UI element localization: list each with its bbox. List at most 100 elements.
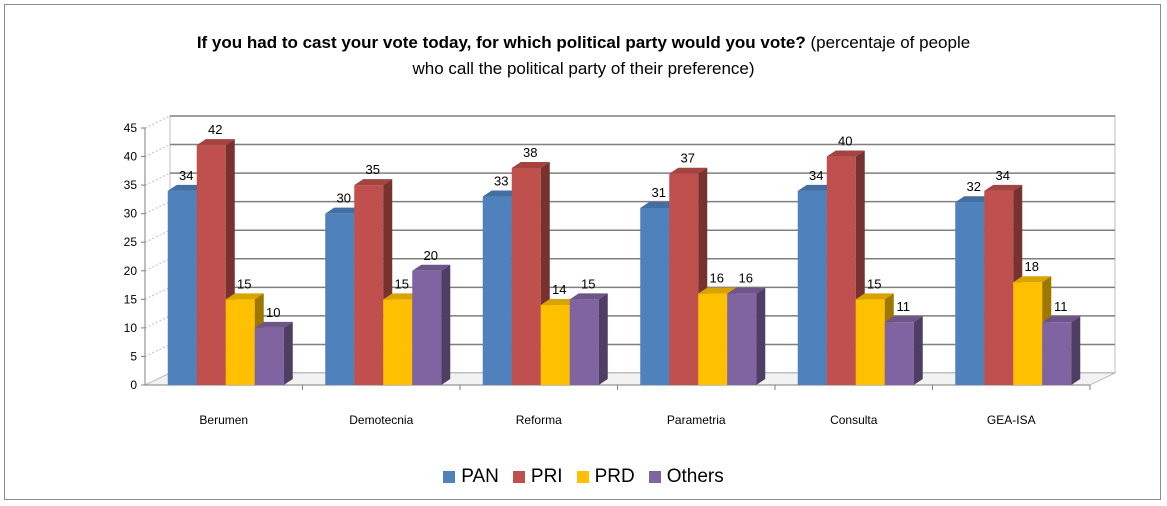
bar-top bbox=[540, 299, 579, 306]
bar-side bbox=[598, 293, 608, 385]
bar-top bbox=[955, 196, 994, 203]
bar-front bbox=[354, 185, 384, 385]
gridline-side bbox=[144, 144, 171, 158]
bar-front bbox=[955, 202, 985, 385]
bar-side bbox=[283, 321, 293, 385]
chart-title: If you had to cast your vote today, for … bbox=[0, 30, 1167, 82]
gridline-side bbox=[144, 229, 171, 243]
x-tick-label: GEA-ISA bbox=[987, 413, 1036, 427]
y-tick-label: 35 bbox=[124, 178, 138, 192]
legend-label: PRD bbox=[594, 466, 635, 487]
y-tick-label: 20 bbox=[124, 264, 138, 278]
bar-front bbox=[640, 207, 670, 385]
bar-front bbox=[797, 190, 827, 385]
legend-label: PAN bbox=[461, 466, 499, 487]
bar-others-gea-isa bbox=[1042, 316, 1081, 385]
bar-front bbox=[167, 190, 197, 385]
data-label: 31 bbox=[652, 185, 666, 200]
y-tick-label: 30 bbox=[124, 207, 138, 221]
x-tick-label: Reforma bbox=[516, 413, 562, 427]
data-label: 30 bbox=[337, 191, 351, 206]
y-tick-label: 0 bbox=[130, 378, 137, 392]
data-label: 16 bbox=[739, 271, 753, 286]
legend-swatch bbox=[443, 471, 456, 483]
gridline-side bbox=[144, 115, 171, 129]
bar-top bbox=[167, 184, 206, 191]
gridline-side bbox=[144, 258, 171, 272]
bar-top bbox=[640, 201, 679, 208]
y-tick-label: 15 bbox=[124, 292, 138, 306]
bar-top bbox=[482, 190, 521, 197]
gridline-side bbox=[144, 315, 171, 329]
bar-top bbox=[1042, 316, 1081, 323]
legend-item-pri: PRI bbox=[512, 466, 563, 488]
bar-top bbox=[196, 139, 235, 146]
data-label: 20 bbox=[424, 248, 438, 263]
data-label: 18 bbox=[1025, 259, 1039, 274]
bar-top bbox=[797, 184, 836, 191]
bar-front bbox=[540, 305, 570, 385]
bar-top bbox=[325, 207, 364, 214]
chart-title-rest: (percentaje of people bbox=[805, 33, 971, 52]
x-tick-label: Parametria bbox=[667, 413, 726, 427]
gridline-side bbox=[144, 286, 171, 300]
legend-item-prd: PRD bbox=[576, 466, 635, 488]
bar-front bbox=[325, 213, 355, 385]
bar-top bbox=[354, 179, 393, 186]
chart-title-bold: If you had to cast your vote today, for … bbox=[196, 33, 806, 52]
x-tick-label: Berumen bbox=[199, 413, 248, 427]
legend-swatch bbox=[512, 471, 525, 483]
bar-front bbox=[727, 293, 757, 385]
bar-front bbox=[412, 270, 442, 385]
legend-label: PRI bbox=[530, 466, 563, 487]
y-tick-label: 40 bbox=[124, 150, 138, 164]
bar-front bbox=[254, 327, 284, 385]
bar-top bbox=[569, 293, 608, 300]
data-label: 15 bbox=[581, 276, 595, 291]
bar-front bbox=[569, 299, 599, 385]
bar-top bbox=[884, 316, 923, 323]
bar-others-reforma bbox=[569, 293, 608, 385]
data-label: 11 bbox=[1054, 299, 1068, 314]
data-label: 14 bbox=[552, 282, 566, 297]
data-label: 34 bbox=[809, 168, 823, 183]
x-tick-label: Consulta bbox=[830, 413, 878, 427]
bar-top bbox=[698, 287, 737, 294]
y-tick-label: 10 bbox=[124, 321, 138, 335]
bar-front bbox=[826, 156, 856, 385]
bar-top bbox=[383, 293, 422, 300]
bar-side bbox=[441, 264, 451, 385]
legend-item-others: Others bbox=[648, 466, 724, 488]
x-tick-label: Demotecnia bbox=[349, 413, 413, 427]
bar-front bbox=[196, 145, 226, 385]
gridline-side bbox=[144, 201, 171, 215]
legend-swatch bbox=[576, 471, 589, 483]
gridline-side bbox=[144, 172, 171, 186]
bar-top bbox=[826, 150, 865, 157]
data-label: 33 bbox=[494, 174, 508, 189]
data-label: 40 bbox=[838, 134, 852, 149]
bar-side bbox=[756, 287, 766, 385]
bar-front bbox=[1042, 322, 1072, 385]
bar-front bbox=[984, 190, 1014, 385]
bar-others-berumen bbox=[254, 321, 293, 385]
data-label: 38 bbox=[523, 145, 537, 160]
data-label: 42 bbox=[208, 122, 222, 137]
data-label: 15 bbox=[395, 276, 409, 291]
data-label: 15 bbox=[867, 276, 881, 291]
chart-legend: PAN PRI PRD Others bbox=[0, 466, 1167, 488]
bar-others-demotecnia bbox=[412, 264, 451, 385]
data-label: 15 bbox=[237, 276, 251, 291]
bar-front bbox=[225, 299, 255, 385]
bar-others-consulta bbox=[884, 316, 923, 385]
data-label: 32 bbox=[967, 179, 981, 194]
bar-top bbox=[855, 293, 894, 300]
y-tick-label: 5 bbox=[130, 349, 137, 363]
legend-label: Others bbox=[666, 466, 724, 487]
bar-front bbox=[855, 299, 885, 385]
bar-top bbox=[1013, 276, 1052, 283]
data-label: 16 bbox=[710, 271, 724, 286]
data-label: 34 bbox=[996, 168, 1010, 183]
bar-top bbox=[984, 184, 1023, 191]
data-label: 34 bbox=[179, 168, 193, 183]
